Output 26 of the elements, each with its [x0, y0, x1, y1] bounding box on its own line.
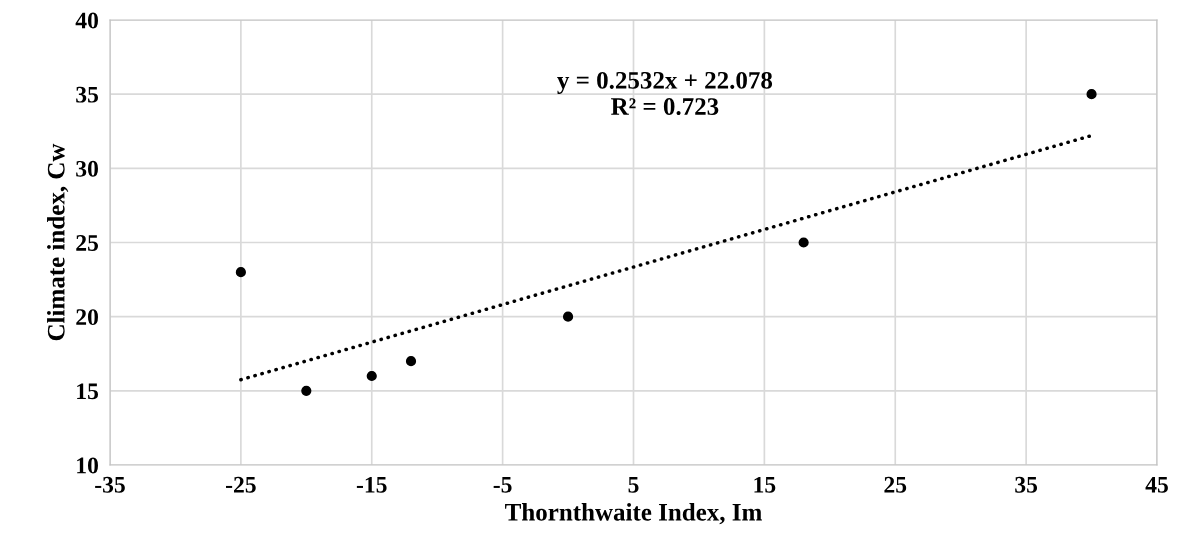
x-tick-label: 35	[1015, 476, 1038, 493]
point	[235, 267, 246, 278]
y-tick-label: 30	[76, 160, 98, 177]
x-tick-label: 25	[884, 476, 907, 493]
y-tick-label: 40	[75, 12, 98, 29]
y-axis-title: Climate index, Cw	[47, 143, 69, 341]
y-tick-label: 10	[77, 457, 98, 474]
point	[798, 237, 809, 248]
x-tick-label: -25	[226, 476, 256, 493]
point	[1086, 89, 1097, 100]
point	[405, 356, 417, 367]
x-tick-label: -35	[95, 476, 125, 493]
x-tick-label: 5	[628, 477, 639, 493]
y-tick-label: 15	[77, 383, 99, 400]
point	[366, 370, 377, 382]
point	[562, 311, 574, 322]
point	[301, 385, 312, 396]
x-tick-label: 45	[1145, 476, 1168, 493]
y-tick-label: 35	[76, 86, 99, 103]
x-tick-label: 15	[754, 476, 776, 493]
x-tick-label: -15	[356, 476, 387, 493]
y-tick-label: 20	[76, 309, 98, 326]
annotation: y = 0.2532x + 22.078 R² = 0.723	[557, 71, 773, 116]
y-tick-label: 25	[76, 235, 99, 251]
x-axis-title: Thornthwaite Index, Im	[505, 503, 762, 525]
x-tick-label: -5	[493, 477, 512, 493]
